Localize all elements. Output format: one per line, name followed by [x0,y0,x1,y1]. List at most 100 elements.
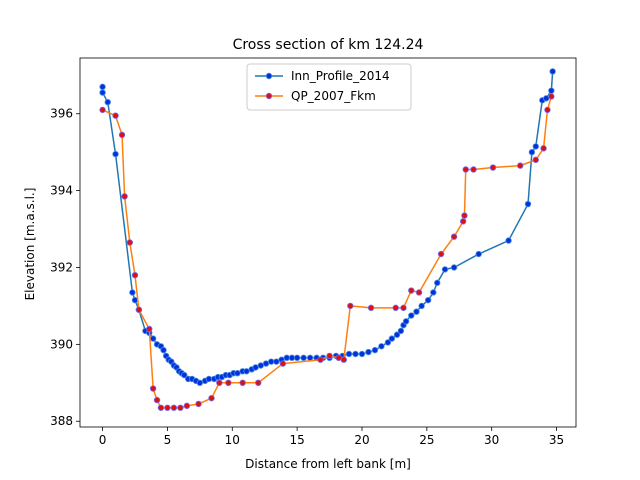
series-1-point [335,354,342,362]
series-0-point [532,143,539,150]
series-0-point [262,360,270,367]
series-1-point [367,304,375,312]
series-1-point [548,93,555,100]
series-0-point [475,250,482,258]
series-0-point [393,331,401,338]
series-1-point [121,193,128,200]
series-0-point [300,354,307,362]
series-0-point [205,375,213,383]
x-tick-label: 20 [354,433,369,447]
series-0-point [378,343,385,350]
series-0-point [293,354,301,362]
series-0-point [505,237,512,244]
y-tick-label: 392 [50,260,73,274]
series-1-point [183,402,191,410]
x-tick-label: 10 [225,433,240,447]
series-1-point [195,400,202,408]
axes: 0 5 10 15 20 25 30 35 388 390 392 394 396 [50,57,577,447]
series-0-point [345,350,353,358]
series-0-point [181,371,188,379]
legend-box [246,63,412,111]
series-1-point [157,404,165,411]
series-0-point [371,346,379,354]
series-0-point [430,289,437,296]
series-1-point [279,360,287,367]
series-0-point [424,296,432,304]
series-0-point [257,362,265,369]
series-1-point [461,212,468,219]
legend-marker-0 [265,72,273,80]
series-0-point [273,358,280,365]
y-tick-label: 394 [50,184,73,198]
series-1-point [408,287,415,294]
series-1-point [470,166,477,173]
series-1-point [99,106,106,114]
series-0-point [450,264,458,271]
series-0-point [413,308,420,315]
series-1-point [340,356,348,363]
series-1-point [326,352,333,360]
series-1-point [146,325,153,333]
series-0-point [524,200,532,208]
series-0-point [234,369,241,377]
series-1-point [415,289,423,296]
series-1-point [540,145,547,152]
series-1-point [177,404,184,411]
series-0-point [252,364,259,371]
series-0-point [528,148,536,156]
series-0-point [358,350,366,358]
series-0-point [384,339,392,346]
legend-label-0: Inn_Profile_2014 [291,69,390,83]
series-1-point [392,304,399,312]
legend-label-1: QP_2007_Fkm [291,89,376,103]
series-0-point [104,98,111,106]
series-0-point [352,350,359,358]
x-tick-label: 15 [289,433,304,447]
series-0-point [196,379,204,386]
series-0-point [160,346,167,354]
series-1-point [517,162,524,169]
legend-marker-1 [265,92,273,100]
series-0-point [434,279,441,287]
series-0-point [149,335,157,342]
series-0-point [548,87,555,94]
series-1-point [164,404,171,411]
y-axis-label: Elevation [m.a.s.l.] [23,188,37,301]
series-0-point [306,354,314,362]
series-1-point [532,156,539,164]
x-tick-label: 30 [484,433,499,447]
series-1-point [400,304,407,312]
series-0-point [408,312,415,319]
y-tick-label: 396 [50,107,73,121]
series-0-point [397,327,405,335]
series-0-point [99,83,106,91]
series-1-point [462,166,469,173]
x-tick-label: 35 [549,433,564,447]
series-1-point [112,112,119,119]
x-tick-label: 0 [99,433,107,447]
axes-frame [79,57,577,428]
series-1-point [459,218,467,225]
series-1-point [131,271,139,279]
series-1-point [135,306,143,313]
series-0-point [129,289,136,296]
series-0-point [388,335,396,342]
series-1-point [347,302,354,310]
series-1-point [153,396,161,404]
series-0-point [112,150,119,158]
series-line-1 [102,96,553,409]
series-1-point [239,379,246,386]
series-0-point [542,95,550,102]
chart-title: Cross section of km 124.24 [233,37,424,53]
series-1-point [437,250,445,258]
series-1-point [216,379,223,386]
series-1-point [225,379,232,386]
series-0-point [402,318,410,325]
x-tick-label: 5 [164,433,172,447]
series-1-point [149,385,157,392]
series-0-point [418,302,425,310]
series-0-point [441,266,449,273]
series-0-point [549,68,556,75]
series-1-point [450,233,458,240]
